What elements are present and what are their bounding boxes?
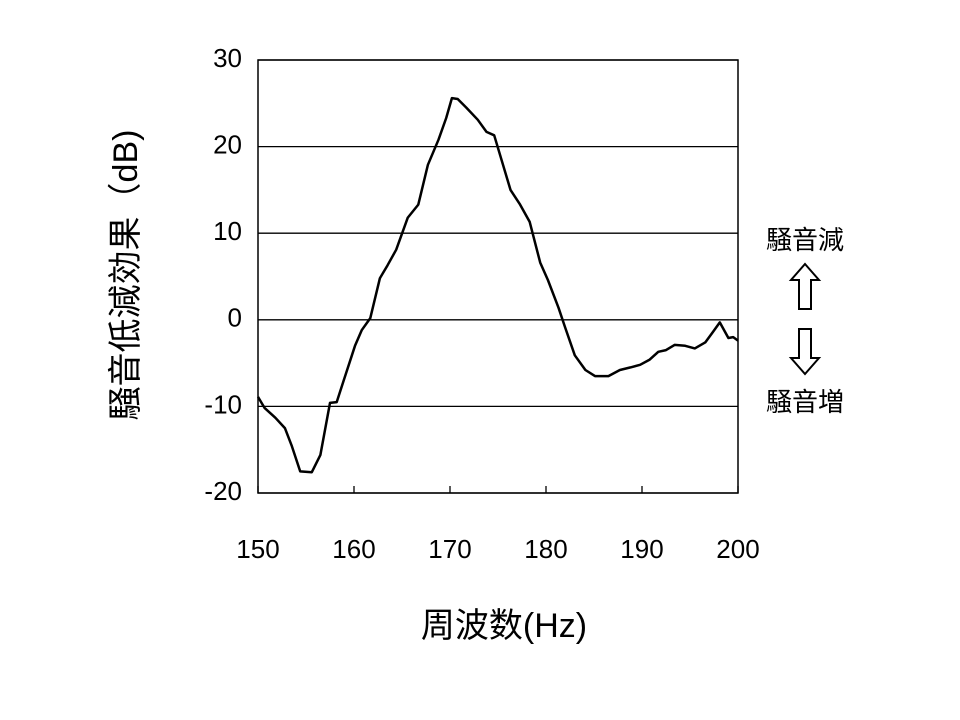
x-tick-label: 190 [620,534,663,564]
plot-frame [257,59,739,494]
down-arrow [788,328,822,376]
x-tick-label: 180 [524,534,567,564]
y-tick-label: 30 [213,43,242,73]
x-tick-label: 150 [236,534,279,564]
x-tick-label: 160 [332,534,375,564]
up-arrow [788,262,822,310]
y-axis-label: 騒音低減効果（dB) [107,130,145,421]
data-line [256,96,739,474]
annotation: 騒音増 [766,387,844,417]
x-axis-label: 周波数(Hz) [421,607,587,645]
y-tick-label: -20 [204,476,242,506]
x-tick-label: 200 [716,534,759,564]
y-tick-label: 10 [213,216,242,246]
annotation: 騒音減 [766,225,844,255]
y-tick-label: 20 [213,129,242,159]
x-tick-label: 170 [428,534,471,564]
y-tick-label: 0 [228,303,242,333]
y-tick-label: -10 [204,389,242,419]
